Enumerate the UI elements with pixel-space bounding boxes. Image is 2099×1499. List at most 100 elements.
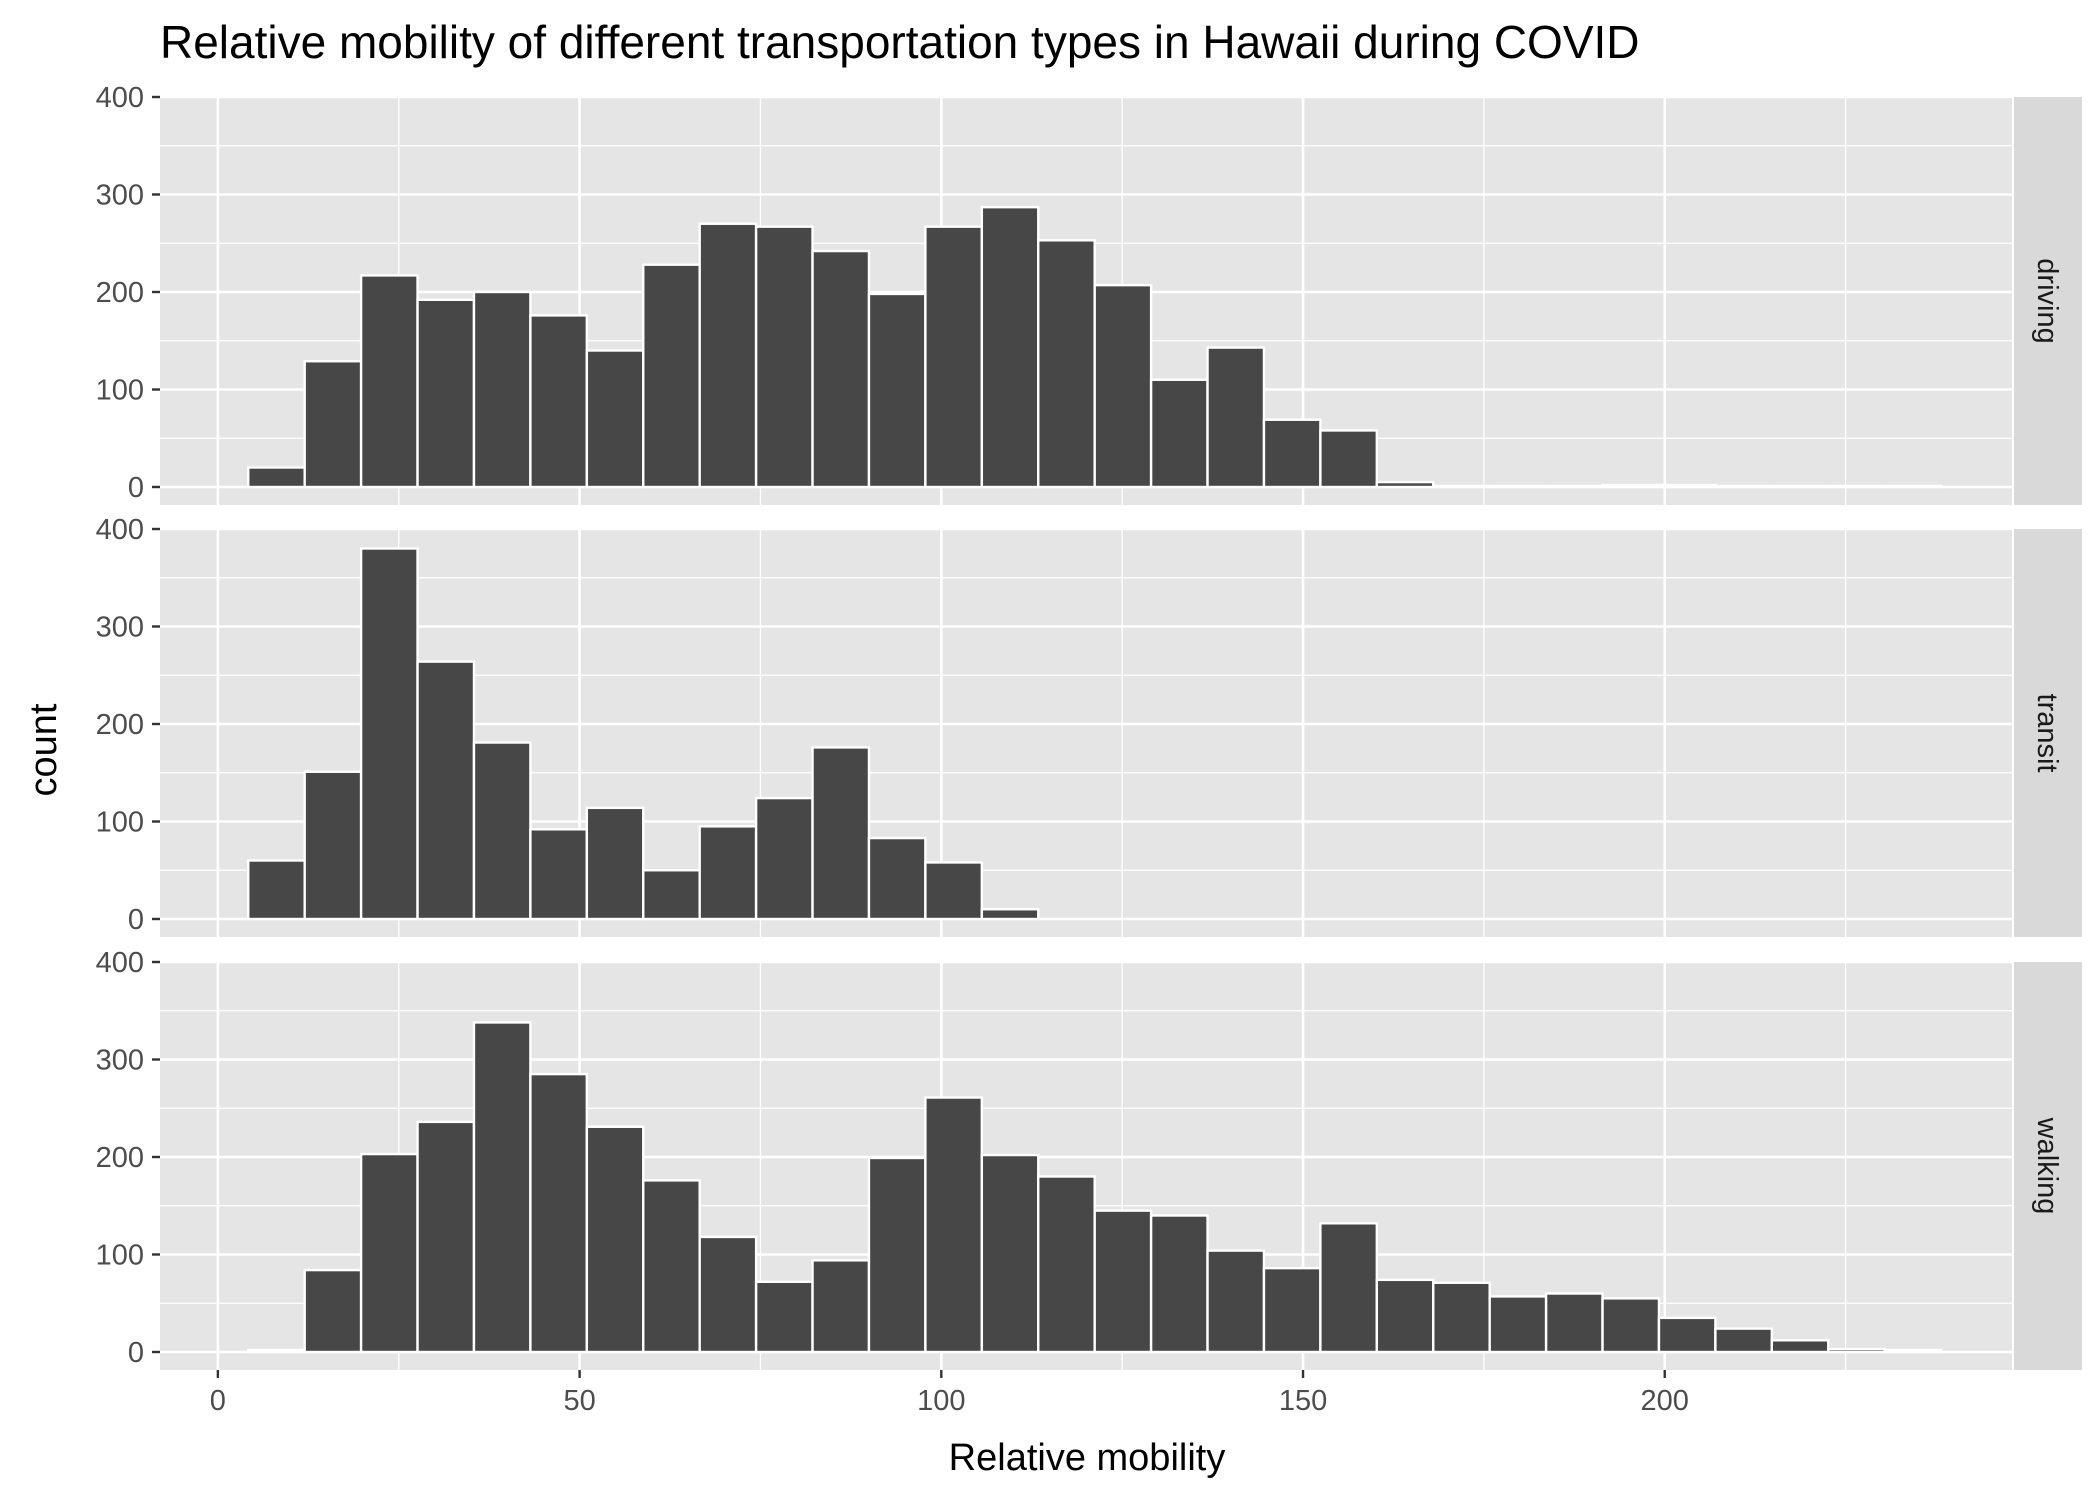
histogram-bar [980,1153,1040,1354]
facet-strip [2014,962,2082,1370]
histogram-bar [811,249,871,489]
histogram-bar [416,660,476,921]
histogram-bar [1262,1266,1322,1354]
facet-strip [2014,97,2082,505]
y-tick-label: 200 [96,709,144,741]
y-tick-label: 200 [96,277,144,309]
histogram-bar [247,1348,306,1354]
histogram-bar [1375,480,1435,489]
y-tick-label: 100 [96,807,144,839]
histogram-bar [1319,1222,1379,1354]
facet-strip-label: transit [2031,694,2063,773]
histogram-bar [811,1259,871,1354]
histogram-bar [303,360,363,489]
histogram-bar [359,547,419,921]
histogram-bar [924,861,984,921]
histogram-bar [811,746,871,921]
histogram-bar [754,1280,814,1354]
histogram-bar [924,225,984,489]
histogram-bar [1544,1292,1604,1354]
x-tick-label: 0 [210,1385,226,1417]
histogram-bar [529,828,589,921]
y-tick-label: 300 [96,1045,144,1077]
histogram-bar [303,1268,363,1354]
facet-strip [2014,529,2082,937]
histogram-bar [980,908,1040,921]
histogram-bar [247,859,306,921]
histogram-bar [980,205,1040,489]
chart-title: Relative mobility of different transport… [160,16,1640,68]
histogram-bar [1883,1348,1943,1354]
facet-strip-label: walking [2031,1117,2063,1215]
histogram-bar [1149,378,1209,489]
histogram-bar [585,806,645,921]
histogram-bar [1488,1295,1548,1354]
y-tick-label: 200 [96,1142,144,1174]
histogram-bar [1488,484,1548,489]
histogram-bar [1770,1339,1830,1354]
histogram-bar [642,263,701,489]
histogram-bar [1319,429,1379,489]
histogram-bar [359,274,419,489]
histogram-bar [1883,484,1943,489]
histogram-bar [1206,1249,1266,1354]
histogram-bar [867,836,927,921]
histogram-bar [1601,483,1661,489]
histogram-bar [754,225,814,489]
histogram-bar [698,825,758,921]
y-tick-label: 0 [128,472,144,504]
histogram-bar [472,1021,532,1354]
histogram-bar [924,1096,984,1354]
histogram-bar [1770,484,1830,489]
histogram-bar [1432,1281,1491,1354]
x-axis-title: Relative mobility [949,1437,1226,1479]
y-tick-label: 400 [96,514,144,546]
histogram-bar [1827,484,1886,489]
histogram-bar [1375,1278,1435,1354]
histogram-bar [359,1152,419,1354]
histogram-bar [867,1156,927,1354]
histogram-bar [1714,484,1774,489]
histogram-bar [1657,483,1717,489]
histogram-bar [642,869,701,921]
y-tick-label: 100 [96,375,144,407]
histogram-bar [867,292,927,489]
histogram-bar [1262,418,1322,489]
y-tick-label: 400 [96,947,144,979]
histogram-bar [1206,346,1266,489]
histogram-bar [472,741,532,921]
histogram-bar [529,1072,589,1354]
x-tick-label: 150 [1279,1385,1327,1417]
histogram-bar [1827,1347,1886,1354]
panel-transit: 0 100 200 300 400 transit [96,514,2082,937]
y-tick-label: 0 [128,904,144,936]
histogram-bar [754,796,814,921]
y-tick-label: 400 [96,82,144,114]
histogram-bar [698,1235,758,1354]
histogram-bar [472,290,532,489]
y-tick-label: 0 [128,1337,144,1369]
panel-driving: 0 100 200 300 400 driving [96,82,2082,505]
histogram-bar [1037,239,1096,489]
histogram-bar [416,298,476,489]
panel-walking: 0 100 200 300 400 walking [96,947,2082,1370]
y-tick-label: 100 [96,1240,144,1272]
histogram-bar [1093,1209,1153,1354]
histogram-bar [1544,484,1604,489]
histogram-bar [1037,1175,1096,1354]
histogram-bar [303,770,363,921]
facet-panels: 0 100 200 300 400 driving 0 100 200 300 400 transit… [96,82,2082,1370]
histogram-bar [1432,484,1491,489]
histogram-bar [585,1125,645,1354]
x-tick-label: 100 [917,1385,965,1417]
histogram-bar [642,1179,701,1354]
x-tick-label: 200 [1641,1385,1689,1417]
histogram-bar [1093,283,1153,489]
histogram-bar [1657,1316,1717,1354]
x-axis: 0 50 100 150 200 [210,1370,1689,1417]
histogram-bar [1601,1297,1661,1354]
histogram-bar [247,466,306,489]
histogram-bar [1714,1327,1774,1354]
y-tick-label: 300 [96,180,144,212]
